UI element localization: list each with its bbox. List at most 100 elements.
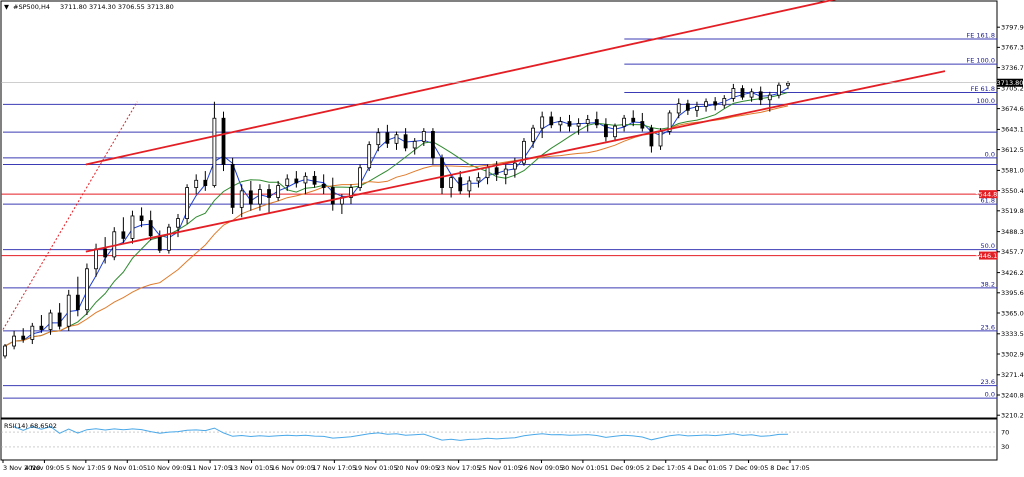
candle-body <box>121 231 126 239</box>
price-tick-label: 3612.50 <box>1001 146 1024 154</box>
time-tick-label: 25 Nov 01:05 <box>478 464 522 472</box>
candle-body <box>667 112 672 132</box>
time-tick-label: 7 Dec 09:05 <box>729 464 769 472</box>
fib-label: FE 100.0 <box>966 57 995 65</box>
time-tick-label: 13 Nov 01:05 <box>230 464 274 472</box>
rsi-pane-frame <box>0 418 998 461</box>
candle-body <box>776 84 781 96</box>
candle-body <box>12 335 17 347</box>
price-tick-label: 3271.40 <box>1001 371 1024 379</box>
rsi-level-label: 70 <box>1001 428 1009 436</box>
time-tick-label: 20 Nov 09:05 <box>395 464 439 472</box>
candle-body <box>540 116 545 129</box>
candle-body <box>39 325 44 330</box>
candle-body <box>248 190 253 205</box>
candle-body <box>649 127 654 147</box>
candle-body <box>440 157 444 188</box>
current-price-label: 3713.80 <box>997 79 1024 87</box>
price-tick-label: 3550.40 <box>1001 187 1024 195</box>
price-tick-label: 3240.80 <box>1001 391 1024 399</box>
candle-body <box>476 177 481 182</box>
candle-body <box>185 187 189 219</box>
candle-body <box>75 294 80 311</box>
time-tick-label: 9 Nov 01:05 <box>107 464 147 472</box>
candle-body <box>467 180 472 192</box>
candle-body <box>239 190 244 208</box>
time-tick-label: 26 Nov 09:05 <box>520 464 564 472</box>
candle-body <box>94 248 98 270</box>
candle-body <box>767 94 772 101</box>
candle-body <box>403 134 408 149</box>
candle-body <box>367 144 372 169</box>
collapse-arrow-icon[interactable]: ▼ <box>4 3 9 11</box>
candle-body <box>449 177 454 188</box>
time-tick-label: 2 Dec 17:05 <box>646 464 686 472</box>
time-tick-label: 19 Nov 01:05 <box>354 464 398 472</box>
candle-body <box>148 220 153 237</box>
candle-body <box>385 132 390 144</box>
candle-body <box>376 132 381 146</box>
candle-body <box>549 116 554 126</box>
candle-body <box>731 88 736 99</box>
candle-body <box>722 98 727 106</box>
candle-body <box>558 121 563 126</box>
time-tick-label: 23 Nov 17:05 <box>437 464 481 472</box>
candle-body <box>604 124 608 138</box>
candle-body <box>349 187 353 198</box>
ohlc-readout: 3711.80 3714.30 3706.55 3713.80 <box>60 3 174 11</box>
time-tick-label: 17 Nov 17:05 <box>312 464 356 472</box>
fib-label: 100.0 <box>976 97 995 105</box>
price-tick-label: 3333.50 <box>1001 330 1024 338</box>
candle-body <box>267 189 271 198</box>
rsi-level-label: 30 <box>1001 443 1009 451</box>
sr-price-tag-label: 3446.12 <box>975 252 1002 260</box>
candlesticks <box>3 81 790 359</box>
candle-body <box>48 312 53 330</box>
candle-body <box>330 187 335 205</box>
fibonacci-levels: FE 161.8 FE 100.0 FE 61.8 100.0 0.0 61.8 50.0 3… <box>3 32 997 399</box>
price-tick-label: 3457.70 <box>1001 248 1024 256</box>
time-tick-label: 11 Nov 17:05 <box>188 464 232 472</box>
candle-body <box>658 131 663 147</box>
fib-label: FE 161.8 <box>966 32 995 40</box>
candle-body <box>294 178 299 184</box>
price-tick-label: 3643.10 <box>1001 126 1024 134</box>
price-axis: 3797.90 3767.35 3736.70 3705.20 3674.60 3643.… <box>1 23 1024 420</box>
candle-body <box>166 226 171 251</box>
candle-body <box>176 218 180 228</box>
candle-body <box>30 325 35 340</box>
candle-body <box>203 179 208 186</box>
rsi-line <box>13 426 789 441</box>
sr-price-tag-label: 3544.89 <box>975 191 1002 199</box>
ma-mid-line <box>4 91 789 347</box>
candle-body <box>758 91 763 101</box>
time-tick-label: 4 Dec 01:05 <box>687 464 727 472</box>
candle-body <box>704 101 708 107</box>
channel-upper-line <box>85 0 837 166</box>
time-tick-label: 10 Nov 09:05 <box>147 464 191 472</box>
candle-body <box>421 131 426 142</box>
candle-body <box>685 103 690 111</box>
time-tick-label: 4 Nov 09:05 <box>25 464 65 472</box>
fib-label: 50.0 <box>981 242 995 250</box>
candle-body <box>212 117 217 186</box>
candle-body <box>57 312 62 327</box>
candle-body <box>431 131 435 159</box>
trend-channel <box>2 0 946 330</box>
candle-body <box>112 231 117 258</box>
price-tick-label: 3519.80 <box>1001 207 1024 215</box>
price-tick-label: 3488.30 <box>1001 228 1024 236</box>
candle-body <box>695 105 699 111</box>
candle-body <box>740 88 745 98</box>
price-tick-label: 3210.20 <box>1001 412 1024 420</box>
candle-body <box>458 177 463 192</box>
candle-body <box>585 119 590 124</box>
symbol-label: #SP500,H4 <box>13 3 50 11</box>
candle-body <box>139 215 144 221</box>
price-tick-label: 3767.35 <box>1001 44 1024 52</box>
rsi-label: RSI(14) 68.6502 <box>4 422 57 430</box>
candle-body <box>285 178 290 186</box>
candle-body <box>749 91 754 98</box>
time-tick-label: 1 Dec 09:05 <box>605 464 645 472</box>
